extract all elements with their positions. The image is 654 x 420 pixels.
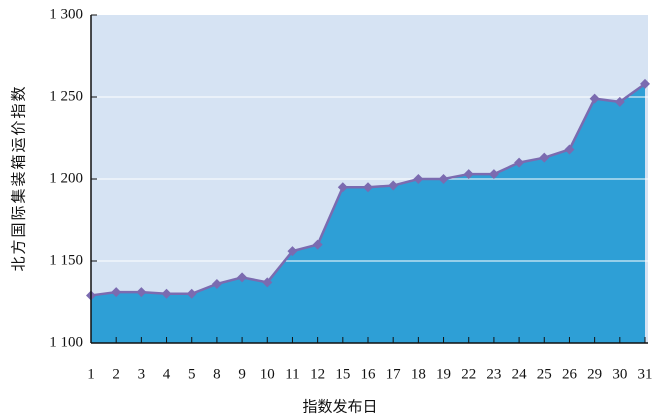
x-tick-label: 15	[335, 366, 350, 382]
marker	[337, 182, 348, 193]
marker	[211, 278, 222, 289]
marker	[161, 288, 172, 299]
x-tick-label: 12	[310, 366, 325, 382]
x-tick-label: 10	[260, 366, 275, 382]
x-tick-label: 5	[188, 366, 196, 382]
x-tick-label: 23	[486, 366, 501, 382]
x-tick-label: 8	[213, 366, 221, 382]
marker	[488, 169, 499, 180]
x-tick-label: 3	[138, 366, 146, 382]
x-tick-label: 16	[361, 366, 377, 382]
x-tick-label: 25	[537, 366, 552, 382]
x-tick-label: 2	[112, 366, 120, 382]
x-tick-label: 29	[587, 366, 602, 382]
x-axis-label: 指数发布日	[302, 398, 377, 415]
marker	[262, 277, 273, 288]
marker	[388, 180, 399, 191]
x-tick-label: 1	[87, 366, 95, 382]
x-tick-label: 11	[285, 366, 299, 382]
marker	[438, 174, 449, 184]
x-tick-label: 18	[411, 366, 426, 382]
marker	[514, 157, 525, 168]
marker	[287, 246, 298, 257]
x-tick-label: 31	[638, 366, 653, 382]
y-tick-label: 1 100	[49, 334, 83, 350]
marker	[463, 169, 474, 180]
y-tick-label: 1 300	[49, 6, 83, 22]
x-tick-label: 24	[512, 366, 528, 382]
x-tick-label: 22	[461, 366, 476, 382]
x-tick-label: 4	[163, 366, 171, 382]
marker	[186, 288, 197, 299]
marker	[363, 182, 373, 193]
marker	[564, 144, 575, 155]
marker	[589, 93, 600, 104]
marker	[111, 287, 122, 298]
x-tick-label: 26	[562, 366, 578, 382]
y-axis-label: 北方国际集装箱运价指数	[10, 84, 27, 271]
marker	[640, 78, 650, 89]
marker	[136, 287, 147, 298]
x-tick-label: 17	[386, 366, 402, 382]
x-tick-label: 9	[238, 366, 246, 382]
marker	[413, 174, 424, 184]
y-tick-label: 1 250	[49, 88, 83, 104]
x-tick-label: 30	[612, 366, 627, 382]
marker	[614, 96, 625, 107]
x-tick-label: 19	[436, 366, 451, 382]
marker	[539, 152, 550, 163]
y-tick-label: 1 200	[49, 170, 83, 186]
area	[91, 83, 645, 343]
marker	[312, 239, 323, 250]
y-tick-label: 1 150	[49, 252, 83, 268]
marker	[237, 272, 248, 283]
